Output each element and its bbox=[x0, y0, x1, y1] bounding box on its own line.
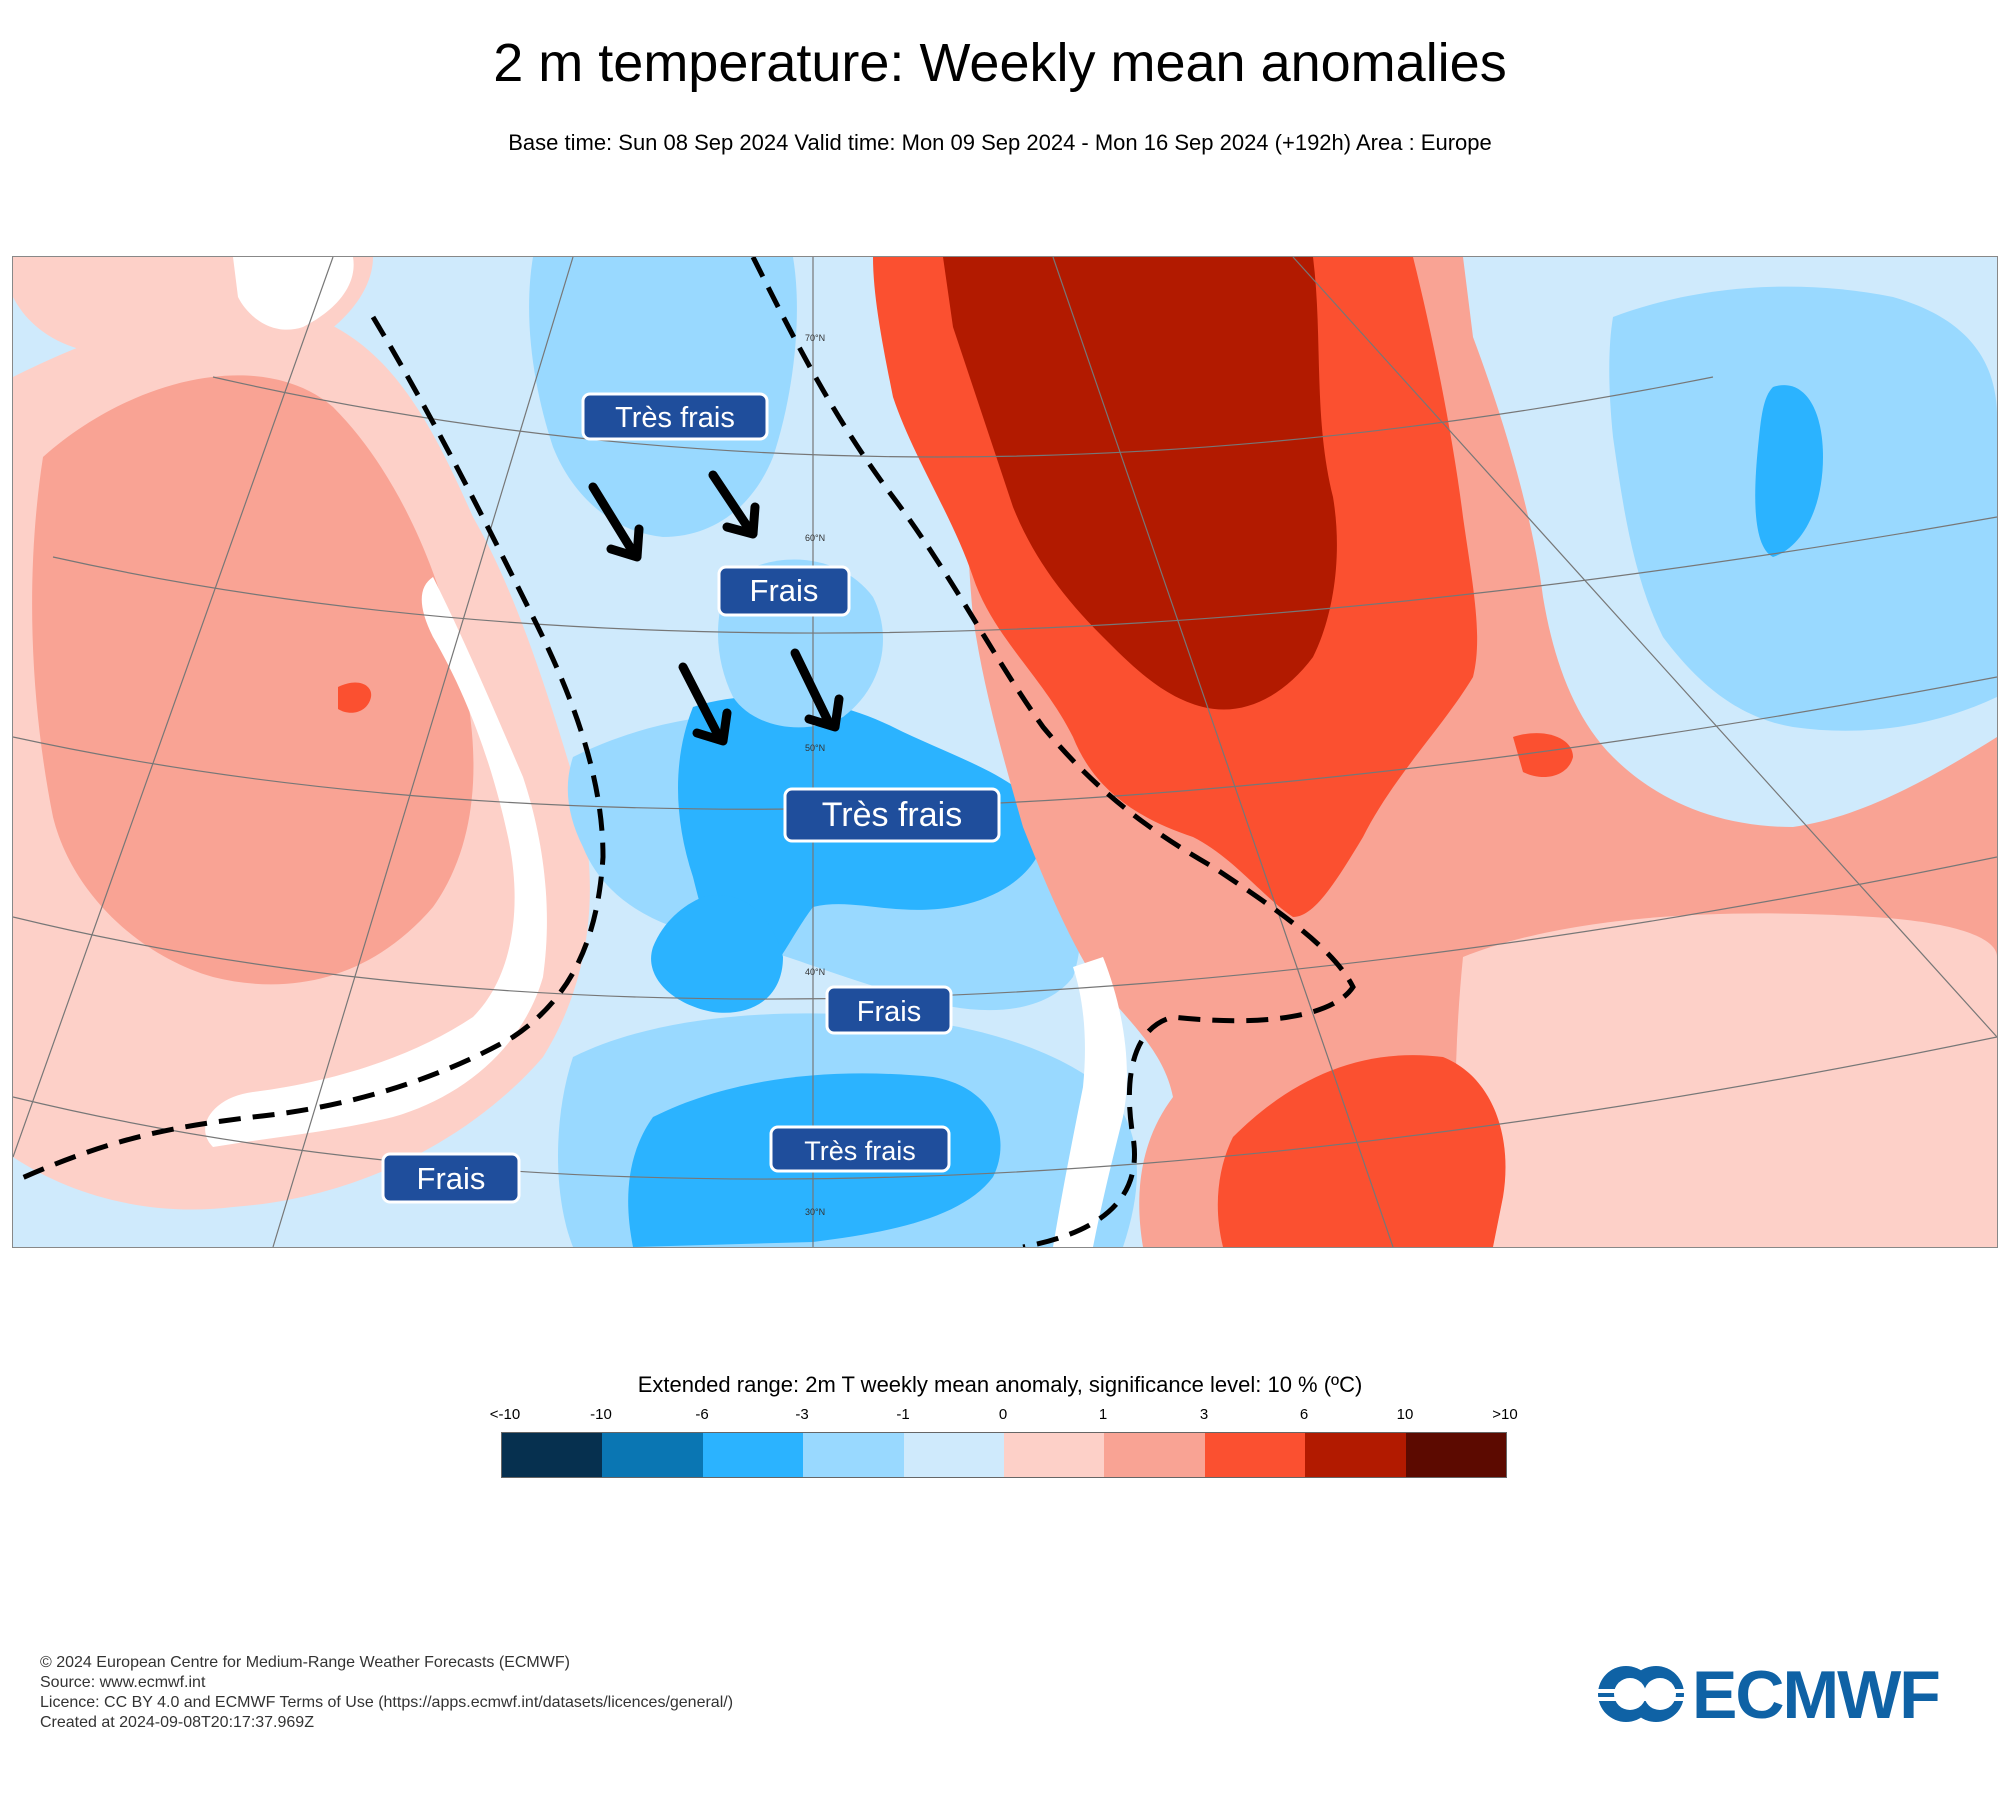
annotation-frais-uk: Frais bbox=[717, 565, 851, 617]
arrow-icon bbox=[588, 482, 644, 562]
east-warm-patch bbox=[1513, 733, 1573, 777]
legend-swatch bbox=[502, 1433, 603, 1477]
legend-title: Extended range: 2m T weekly mean anomaly… bbox=[637, 1372, 1363, 1397]
legend-tick: >10 bbox=[1492, 1406, 1518, 1423]
legend-swatch bbox=[1004, 1433, 1105, 1477]
legend-tick: 1 bbox=[1098, 1406, 1108, 1423]
annotation-tres-frais-france: Très frais bbox=[783, 787, 1001, 843]
legend-ticks: <-10 -10 -6 -3 -1 0 1 3 6 10 >10 bbox=[0, 1406, 2000, 1426]
footer-licence: Licence: CC BY 4.0 and ECMWF Terms of Us… bbox=[40, 1694, 734, 1711]
ecmwf-logo-icon bbox=[1594, 1666, 1688, 1722]
arrows bbox=[588, 470, 844, 746]
arrow-icon bbox=[678, 662, 732, 746]
footer-source: Source: www.ecmwf.int bbox=[40, 1674, 206, 1691]
page-title: 2 m temperature: Weekly mean anomalies bbox=[493, 33, 1507, 93]
legend-swatch bbox=[1405, 1433, 1507, 1477]
iberia-cold bbox=[651, 895, 783, 1013]
svg-text:Frais: Frais bbox=[750, 573, 819, 608]
urals-cold-core bbox=[1755, 385, 1823, 557]
significance-lines bbox=[13, 257, 1356, 1247]
footer-created: Created at 2024-09-08T20:17:37.969Z bbox=[40, 1714, 314, 1731]
legend-swatch bbox=[1104, 1433, 1205, 1477]
legend-swatch bbox=[1204, 1433, 1306, 1477]
sahara-hot bbox=[1217, 1055, 1506, 1247]
middle-east-warm bbox=[1455, 913, 1997, 1247]
atlantic-hotspot bbox=[338, 682, 372, 713]
legend-tick: -6 bbox=[695, 1406, 709, 1423]
svg-text:Très frais: Très frais bbox=[615, 402, 735, 434]
legend-tick: <-10 bbox=[489, 1406, 521, 1423]
legend-tick: -1 bbox=[896, 1406, 910, 1423]
lat-label-50: 50°N bbox=[805, 743, 825, 753]
annotation-tres-frais-africa: Très frais bbox=[769, 1125, 951, 1173]
legend-tick: 10 bbox=[1396, 1406, 1414, 1423]
annotation-frais-mediterranean: Frais bbox=[825, 985, 953, 1035]
legend-swatch bbox=[602, 1433, 703, 1477]
legend-tick: 6 bbox=[1299, 1406, 1309, 1423]
anomaly-map: 70°N 60°N 50°N 40°N 30°N Très frais Frai… bbox=[12, 256, 1998, 1248]
legend-colorbar bbox=[501, 1432, 1507, 1478]
legend-tick: -3 bbox=[795, 1406, 809, 1423]
legend-swatch bbox=[1305, 1433, 1406, 1477]
lat-label-60: 60°N bbox=[805, 533, 825, 543]
annotation-frais-atlantic: Frais bbox=[381, 1152, 521, 1204]
lat-label-40: 40°N bbox=[805, 967, 825, 977]
lat-label-70: 70°N bbox=[805, 333, 825, 343]
ecmwf-logo: ECMWF bbox=[1594, 1657, 1970, 1733]
neutral-margin-east bbox=[1053, 957, 1127, 1247]
legend-tick: 3 bbox=[1199, 1406, 1209, 1423]
lat-label-30: 30°N bbox=[805, 1207, 825, 1217]
annotation-tres-frais-north: Très frais bbox=[581, 392, 769, 441]
legend-swatch bbox=[803, 1433, 904, 1477]
arrow-icon bbox=[790, 648, 844, 732]
legend-tick: -10 bbox=[590, 1406, 612, 1423]
svg-text:Très frais: Très frais bbox=[822, 796, 962, 834]
russia-hot-core bbox=[943, 257, 1337, 710]
svg-text:Frais: Frais bbox=[857, 996, 921, 1028]
atlantic-warm-core bbox=[32, 375, 474, 985]
arrow-icon bbox=[708, 470, 760, 539]
legend-swatch bbox=[702, 1433, 804, 1477]
svg-text:Très frais: Très frais bbox=[804, 1136, 916, 1166]
ecmwf-logo-text: ECMWF bbox=[1692, 1657, 1941, 1733]
legend-tick: 0 bbox=[998, 1406, 1008, 1423]
footer: © 2024 European Centre for Medium-Range … bbox=[40, 1653, 733, 1733]
legend-swatch bbox=[903, 1433, 1005, 1477]
footer-copyright: © 2024 European Centre for Medium-Range … bbox=[40, 1654, 570, 1671]
greenland-white bbox=[233, 257, 354, 330]
page-subtitle: Base time: Sun 08 Sep 2024 Valid time: M… bbox=[508, 130, 1492, 155]
svg-text:Frais: Frais bbox=[417, 1161, 486, 1196]
